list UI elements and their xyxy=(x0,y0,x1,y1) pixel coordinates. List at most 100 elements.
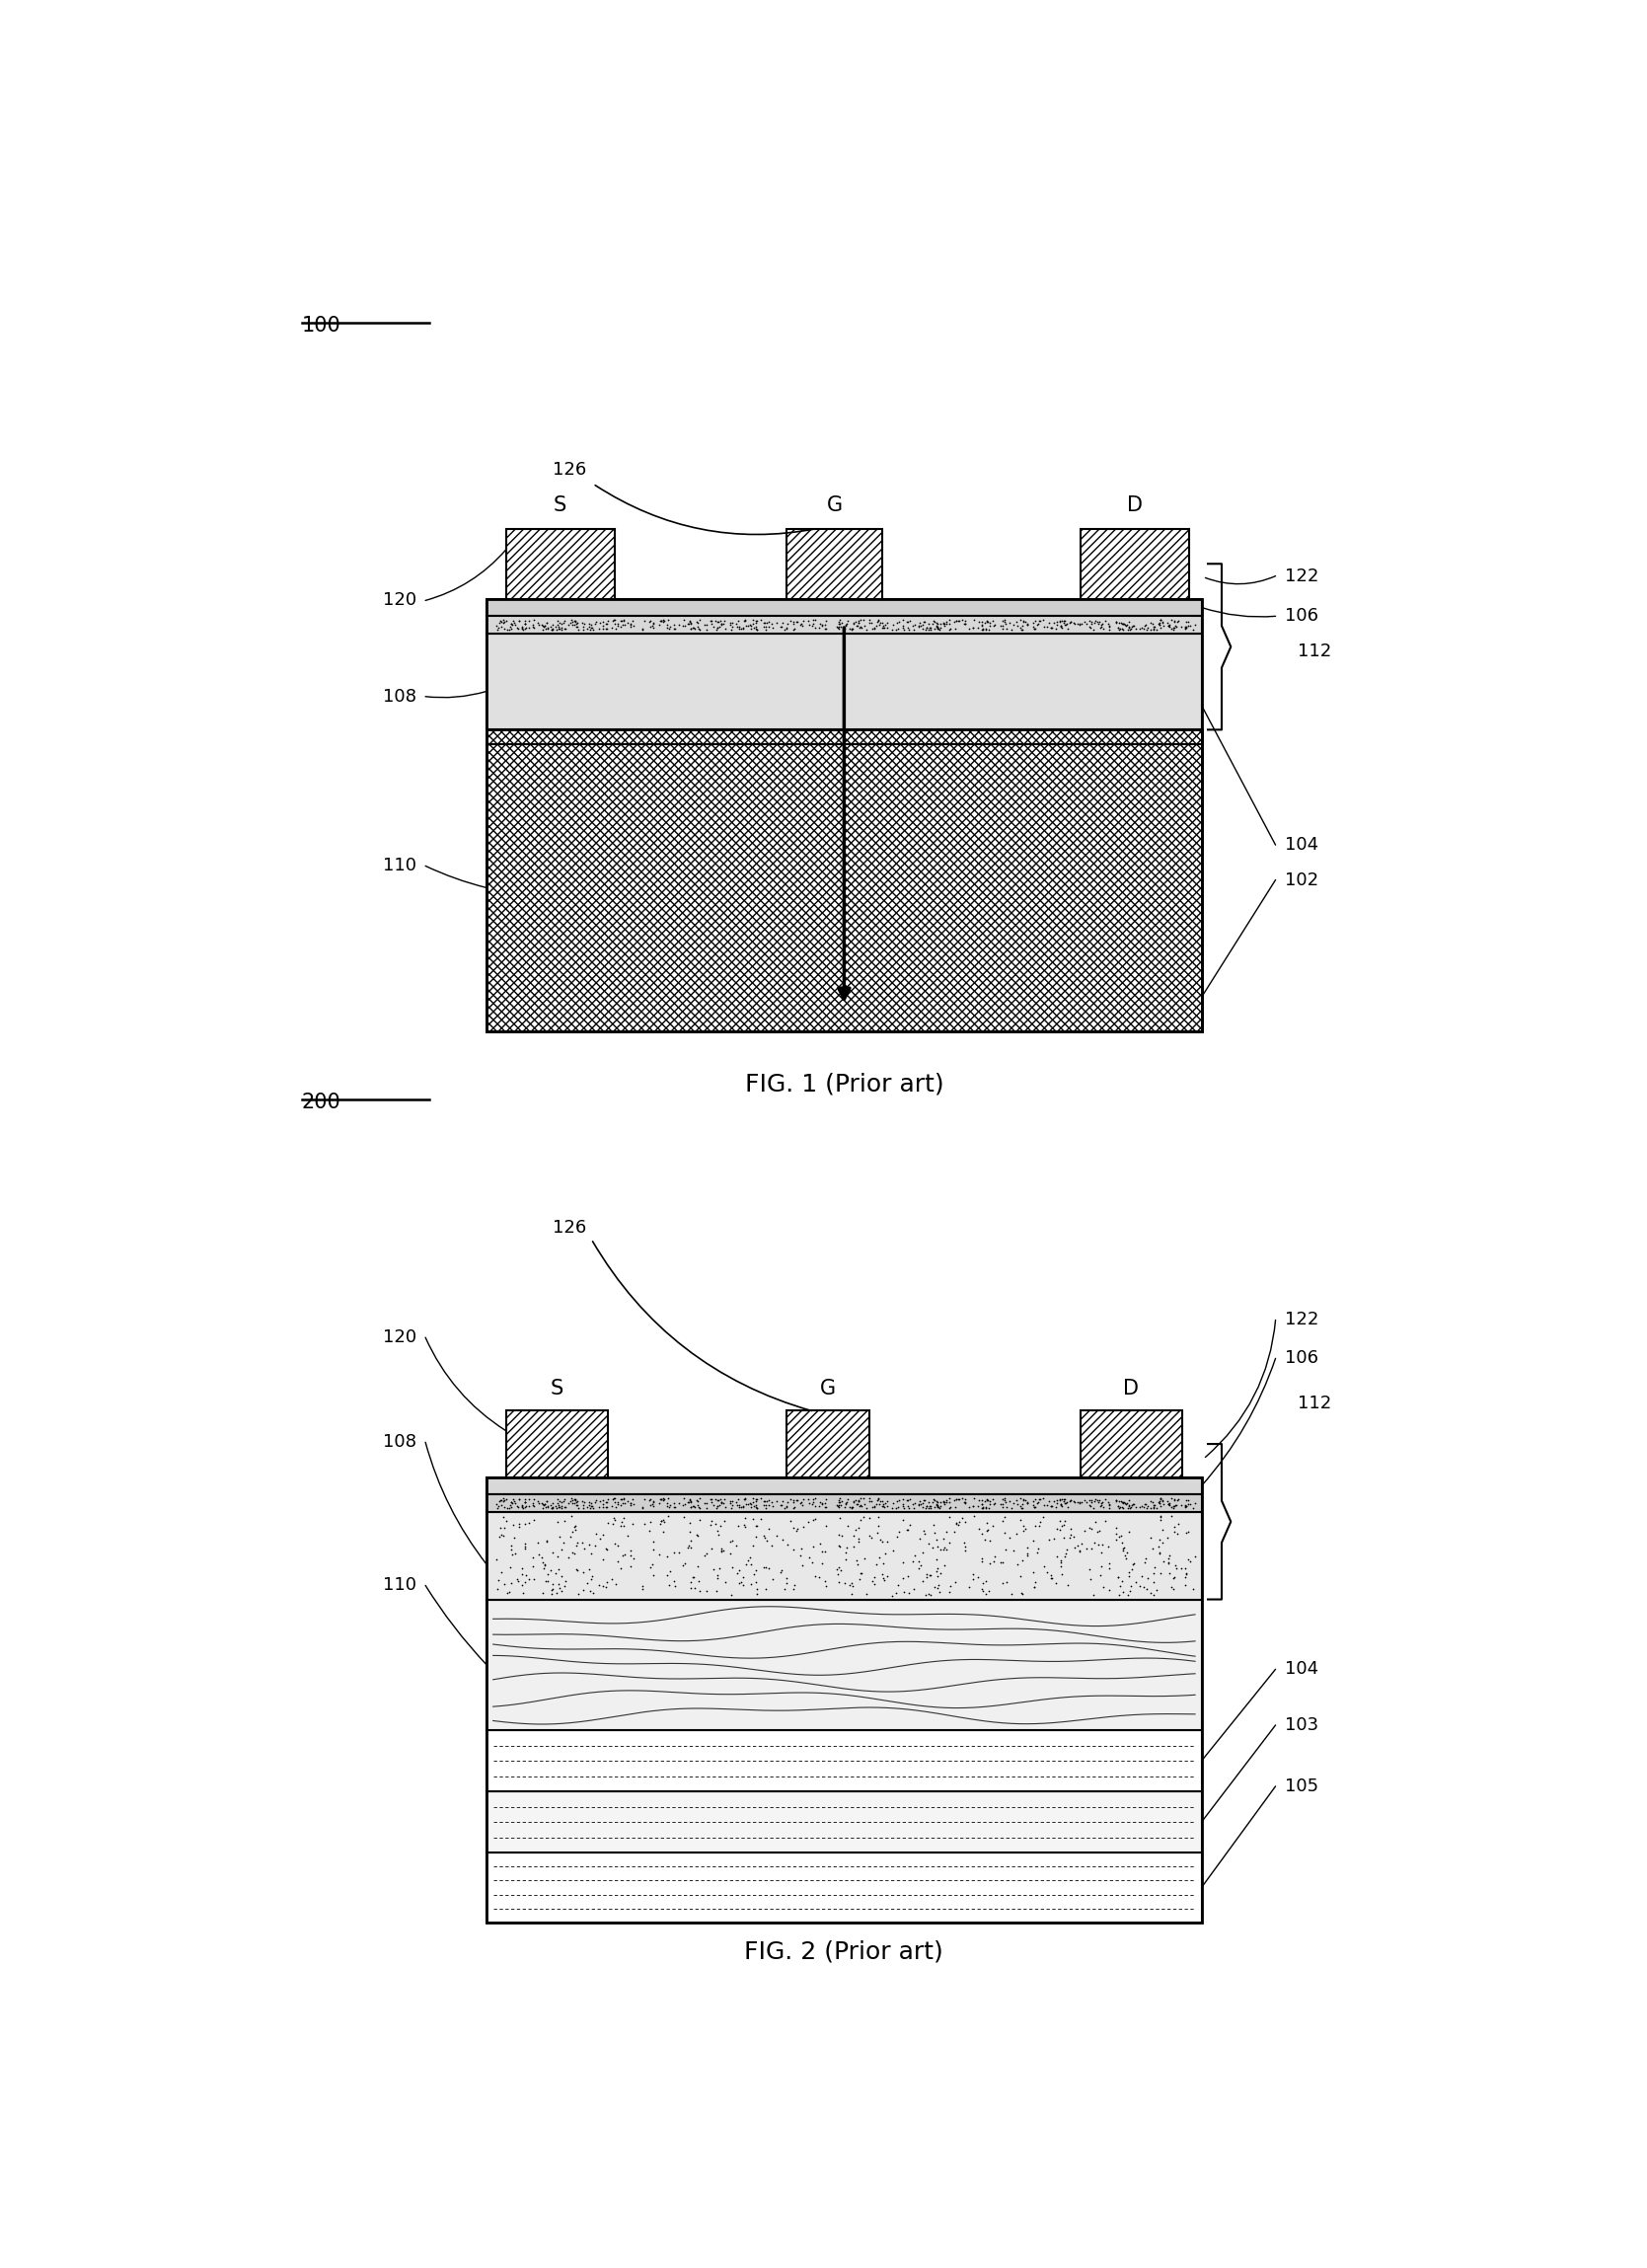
Point xyxy=(1074,606,1100,642)
Point xyxy=(802,1501,828,1538)
Point xyxy=(1148,1501,1174,1538)
Point xyxy=(782,1481,809,1517)
Point xyxy=(840,606,866,642)
Point xyxy=(539,612,565,649)
Point xyxy=(1006,601,1033,637)
Point xyxy=(512,610,539,646)
Point xyxy=(601,1483,628,1520)
Point xyxy=(791,603,817,640)
Point xyxy=(1174,1486,1201,1522)
Point xyxy=(692,608,718,644)
Point xyxy=(1021,608,1047,644)
Point xyxy=(540,606,567,642)
Point xyxy=(1163,1488,1189,1524)
Point xyxy=(718,1490,744,1526)
Point xyxy=(927,1574,954,1610)
Point xyxy=(1024,1535,1051,1572)
Point xyxy=(647,1506,674,1542)
Point xyxy=(991,601,1018,637)
Point xyxy=(759,1488,786,1524)
Point xyxy=(1044,1538,1071,1574)
Point xyxy=(703,1556,730,1592)
Point xyxy=(501,1506,527,1542)
Point xyxy=(1146,1499,1173,1535)
Point xyxy=(921,603,947,640)
Point xyxy=(1089,606,1115,642)
Point xyxy=(842,1517,868,1554)
Point xyxy=(968,608,995,644)
Point xyxy=(532,608,558,644)
Point xyxy=(491,603,517,640)
Point xyxy=(718,1576,744,1613)
Point xyxy=(870,610,896,646)
Point xyxy=(657,1488,684,1524)
Point xyxy=(1047,608,1074,644)
Point xyxy=(525,606,552,642)
Point xyxy=(1141,1488,1168,1524)
Point xyxy=(1026,603,1052,640)
Point xyxy=(675,1483,702,1520)
Point xyxy=(932,1513,959,1549)
Point xyxy=(945,1481,972,1517)
Point xyxy=(530,1551,557,1588)
Point xyxy=(619,1486,646,1522)
Point xyxy=(1110,1529,1136,1565)
Point xyxy=(600,1488,626,1524)
Point xyxy=(891,612,917,649)
Point xyxy=(1066,606,1092,642)
Point xyxy=(501,1483,527,1520)
Point xyxy=(863,1547,889,1583)
Point xyxy=(1108,1517,1135,1554)
Point xyxy=(600,1560,626,1597)
Point xyxy=(884,610,911,646)
Point xyxy=(987,608,1013,644)
Point xyxy=(570,608,596,644)
Point xyxy=(990,1565,1016,1601)
Point xyxy=(1047,1501,1074,1538)
Point xyxy=(680,610,707,646)
Text: 126: 126 xyxy=(553,1218,586,1236)
Point xyxy=(519,608,545,644)
Point xyxy=(562,1481,588,1517)
Point xyxy=(975,1572,1001,1608)
Point xyxy=(524,1524,550,1560)
Point xyxy=(534,1483,560,1520)
Point xyxy=(1122,608,1148,644)
Point xyxy=(1146,1535,1173,1572)
Point xyxy=(774,606,800,642)
Point xyxy=(1110,1483,1136,1520)
Point xyxy=(520,1501,547,1538)
Point xyxy=(917,612,944,649)
Point xyxy=(708,606,735,642)
Point xyxy=(898,1506,924,1542)
Text: G: G xyxy=(820,1379,837,1399)
Point xyxy=(494,1574,520,1610)
Point xyxy=(932,1483,959,1520)
Point xyxy=(1135,610,1161,646)
Point xyxy=(590,1540,616,1576)
Point xyxy=(807,1526,833,1563)
Point xyxy=(560,603,586,640)
Point xyxy=(847,1488,873,1524)
Point xyxy=(581,1526,608,1563)
Point xyxy=(827,1481,853,1517)
Point xyxy=(519,1486,545,1522)
Point xyxy=(932,606,959,642)
Point xyxy=(1108,1563,1135,1599)
Point xyxy=(680,1488,707,1524)
Point xyxy=(921,1490,947,1526)
Point xyxy=(870,1488,896,1524)
Point xyxy=(932,1529,959,1565)
Point xyxy=(687,1572,713,1608)
Point xyxy=(924,608,950,644)
Point xyxy=(909,610,935,646)
Point xyxy=(693,1486,720,1522)
Point xyxy=(802,610,828,646)
Point xyxy=(1117,1513,1143,1549)
Point xyxy=(838,610,865,646)
Point xyxy=(1112,1486,1138,1522)
Point xyxy=(496,612,522,649)
Point xyxy=(491,1481,517,1517)
Point xyxy=(1105,1488,1131,1524)
Bar xyxy=(488,730,1202,1032)
